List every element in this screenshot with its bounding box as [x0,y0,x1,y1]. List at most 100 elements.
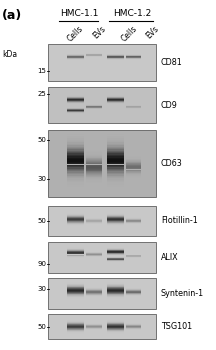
Bar [107,137,124,138]
Bar [107,151,124,152]
Bar [67,323,84,324]
Text: 30: 30 [37,286,46,292]
Bar [67,184,84,185]
Bar [67,324,84,325]
Bar [67,291,84,292]
Text: CD63: CD63 [161,159,183,168]
Bar [67,144,84,145]
Bar [67,330,84,331]
Bar [107,286,124,287]
Bar [86,170,102,172]
Bar [67,282,84,283]
Bar [67,294,84,295]
Bar [126,156,141,157]
Bar [107,289,124,290]
Bar [126,177,141,178]
Bar [67,140,84,141]
Bar [67,141,84,142]
Bar [107,187,124,188]
Bar [107,160,124,162]
Text: HMC-1.2: HMC-1.2 [113,9,151,18]
Bar [86,155,102,156]
Bar [107,322,124,323]
Bar [107,152,124,153]
Bar [86,183,102,184]
Bar [107,325,124,326]
Bar [107,185,124,187]
Bar [107,291,124,292]
Bar [67,135,84,137]
Bar [107,287,124,288]
Bar [126,170,141,171]
Bar [86,178,102,179]
Bar [67,142,84,144]
Bar [86,157,102,158]
Bar [67,289,84,290]
Bar [67,187,84,188]
Text: 25: 25 [38,91,46,97]
Text: 50: 50 [38,218,46,224]
Bar [126,175,141,176]
Bar [86,181,102,182]
Bar [107,283,124,284]
Bar [126,163,141,164]
Text: EVs: EVs [92,25,108,41]
Bar [107,149,124,150]
Bar [67,151,84,152]
Bar [67,167,84,169]
Bar [67,296,84,297]
Bar [126,159,141,160]
Text: ALIX: ALIX [161,253,179,262]
Bar [126,169,141,170]
Bar [126,168,141,169]
Bar [86,161,102,162]
Bar [67,158,84,159]
Bar [107,167,124,169]
Bar [86,167,102,168]
Bar [107,330,124,331]
Bar [67,295,84,296]
Bar [67,332,84,333]
Bar [86,179,102,180]
Bar [107,158,124,159]
Bar [86,158,102,159]
Bar [107,155,124,156]
Bar [67,138,84,140]
Bar [67,174,84,175]
Bar [107,180,124,181]
Bar [86,152,102,153]
Bar [86,151,102,152]
Bar [107,148,124,149]
Bar [126,174,141,175]
Bar [67,166,84,167]
Bar [67,320,84,321]
Bar [67,147,84,148]
Bar [67,180,84,181]
Bar [67,298,84,299]
Bar [86,177,102,178]
Bar [107,166,124,167]
Bar [86,159,102,160]
Bar [107,173,124,174]
Bar [107,135,124,137]
Bar [86,172,102,173]
Text: 30: 30 [37,175,46,182]
Bar [107,288,124,289]
Text: CD9: CD9 [161,100,178,110]
Bar [107,323,124,324]
Text: EVs: EVs [145,25,161,41]
Bar [107,297,124,298]
Bar [67,327,84,328]
Bar [67,149,84,150]
Bar [67,164,84,166]
Bar [67,172,84,173]
Bar [86,165,102,166]
Bar [107,174,124,175]
Bar [107,282,124,283]
Bar [126,165,141,166]
Bar [107,134,124,135]
Bar [67,170,84,172]
Bar [67,177,84,178]
Bar [126,167,141,168]
Bar [67,293,84,294]
